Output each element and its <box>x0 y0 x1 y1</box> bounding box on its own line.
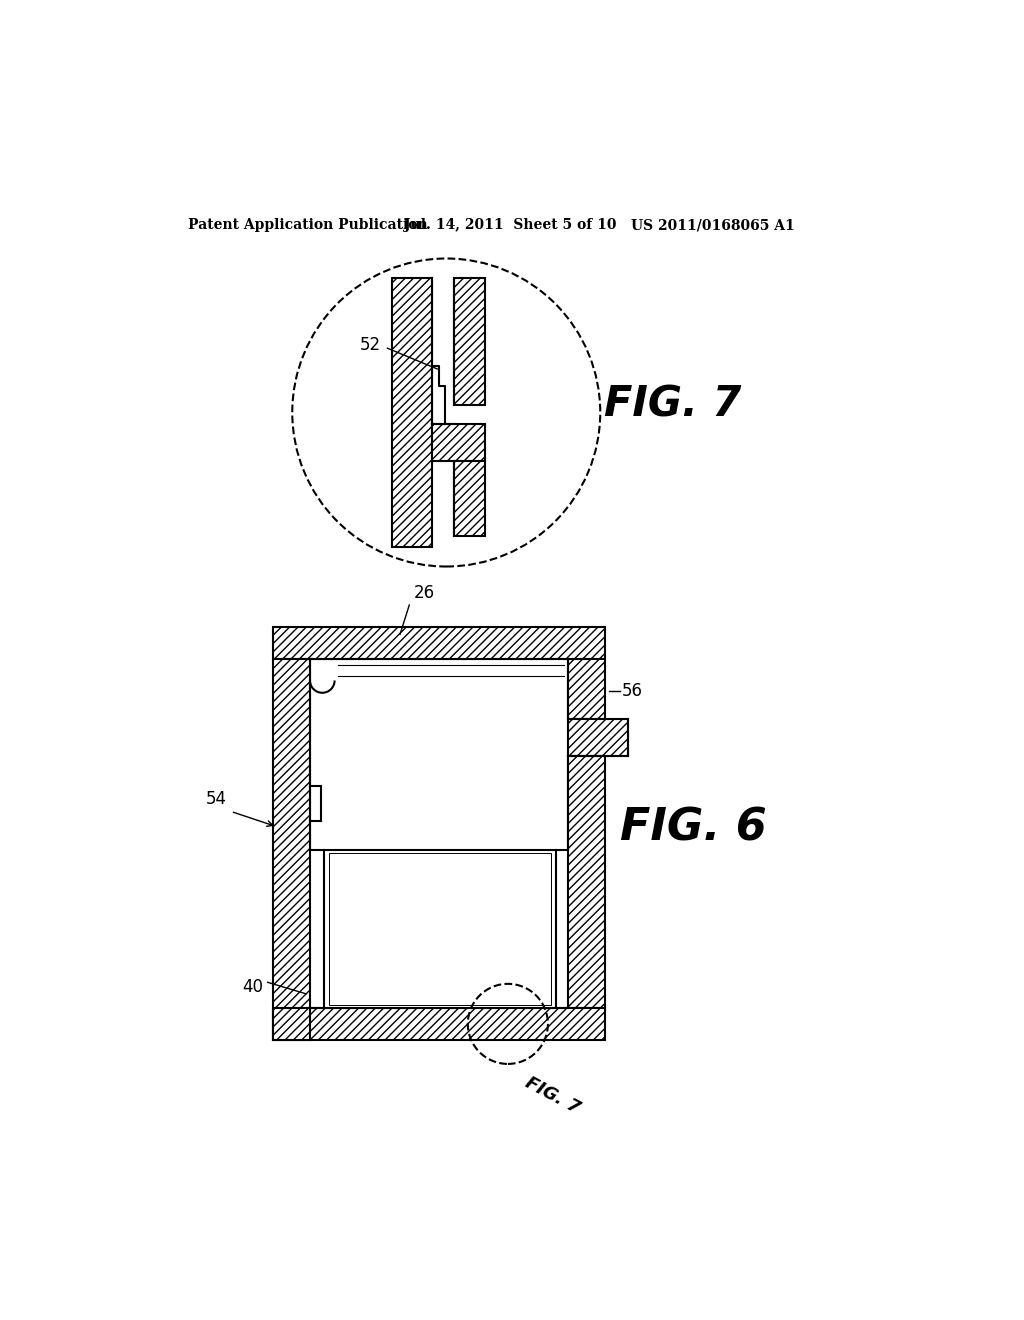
Text: 56: 56 <box>622 682 643 700</box>
Bar <box>432 424 484 461</box>
Bar <box>273 1007 605 1040</box>
Bar <box>568 719 628 756</box>
Text: US 2011/0168065 A1: US 2011/0168065 A1 <box>631 218 795 232</box>
Text: FIG. 7: FIG. 7 <box>604 384 741 426</box>
Bar <box>454 461 484 536</box>
Text: FIG. 7: FIG. 7 <box>521 1073 583 1117</box>
Text: FIG. 6: FIG. 6 <box>620 807 766 850</box>
Bar <box>273 627 605 659</box>
Text: 40: 40 <box>242 978 263 997</box>
Bar <box>330 853 551 1005</box>
Text: Patent Application Publication: Patent Application Publication <box>188 218 428 232</box>
Text: Jul. 14, 2011  Sheet 5 of 10: Jul. 14, 2011 Sheet 5 of 10 <box>403 218 616 232</box>
Bar <box>273 659 310 1040</box>
Bar <box>324 850 556 1007</box>
Bar <box>568 659 605 719</box>
Text: 26: 26 <box>414 583 435 602</box>
Bar <box>392 277 432 548</box>
Bar <box>454 277 484 405</box>
Bar <box>568 756 605 1007</box>
Text: 54: 54 <box>206 789 226 808</box>
Text: 52: 52 <box>359 335 381 354</box>
